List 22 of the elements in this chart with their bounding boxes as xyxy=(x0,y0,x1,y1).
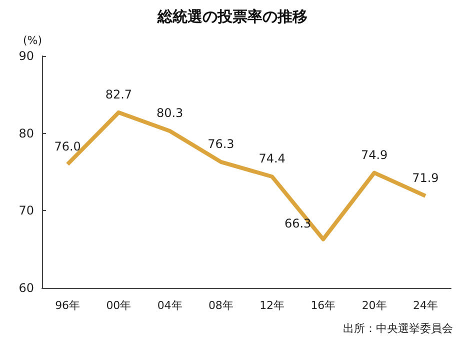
y-tick-label: 90 xyxy=(18,49,34,63)
data-label: 71.9 xyxy=(412,170,439,185)
y-tick-label: 80 xyxy=(18,126,34,140)
chart-title: 総統選の投票率の推移 xyxy=(156,8,308,26)
x-tick-label: 00年 xyxy=(106,299,132,312)
data-label: 82.7 xyxy=(105,87,132,102)
x-tick-label: 24年 xyxy=(412,299,438,312)
x-tick-label: 16年 xyxy=(310,299,336,312)
data-label: 74.9 xyxy=(360,148,388,162)
x-tick-label: 20年 xyxy=(362,299,387,312)
y-tick-label: 60 xyxy=(18,281,34,295)
data-label: 76.3 xyxy=(208,136,234,151)
x-tick-label: 04年 xyxy=(157,299,182,312)
x-tick-label: 08年 xyxy=(208,299,234,312)
data-label: 80.3 xyxy=(156,106,184,120)
x-tick-label: 96年 xyxy=(55,299,80,312)
data-label: 76.0 xyxy=(54,139,81,154)
data-label: 74.4 xyxy=(258,152,286,166)
y-tick-label: 70 xyxy=(18,204,34,218)
y-axis-title: (%) xyxy=(22,34,42,47)
x-tick-label: 12年 xyxy=(260,299,285,312)
text: 出所：中央選挙委員会 xyxy=(343,322,453,335)
